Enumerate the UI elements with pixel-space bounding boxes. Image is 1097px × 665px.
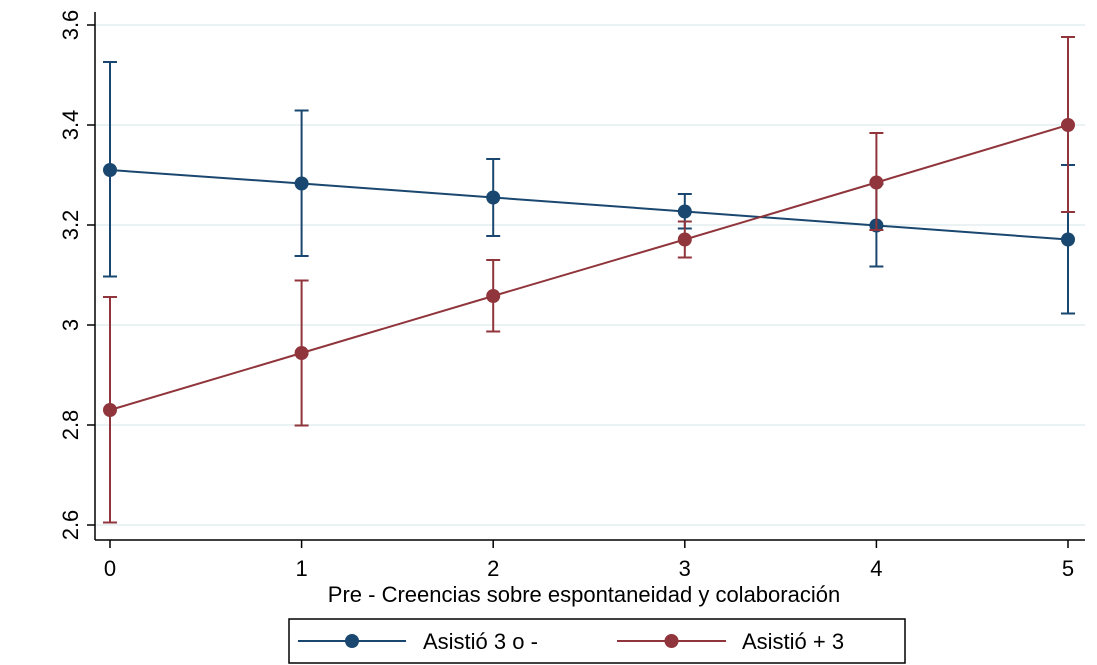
x-tick-label-2: 2: [487, 556, 499, 581]
series-line-0: [109, 169, 1069, 241]
x-tick-label-0: 0: [104, 556, 116, 581]
plot-series: [103, 36, 1075, 524]
legend-item-0: Asistió 3 o -: [298, 629, 538, 654]
series-line-1: [109, 124, 1069, 411]
legend: Asistió 3 o - Asistió + 3: [288, 618, 906, 664]
series-1: [103, 36, 1075, 524]
legend-label-1: Asistió + 3: [742, 629, 844, 654]
legend-swatch-marker-0: [345, 634, 359, 648]
data-point-s0-0: [103, 163, 117, 177]
data-point-s1-2: [486, 289, 501, 303]
axes: 2.6 2.8 3 3.2 3.4 3.6 0 1 2 3 4 5: [58, 10, 1085, 581]
y-tick-label-0: 2.6: [58, 510, 83, 541]
data-point-s1-3: [677, 232, 692, 247]
y-tick-label-4: 3.4: [58, 110, 83, 141]
data-point-s1-0: [103, 403, 117, 417]
y-tick-label-2: 3: [58, 319, 83, 331]
x-tick-label-1: 1: [295, 556, 307, 581]
data-point-s0-3: [677, 204, 692, 219]
data-point-s0-1: [294, 176, 309, 191]
legend-item-1: Asistió + 3: [617, 629, 844, 654]
data-point-s1-5: [1061, 118, 1075, 132]
gridlines: [95, 24, 1085, 526]
data-point-s1-4: [869, 175, 884, 190]
data-point-s0-5: [1061, 232, 1075, 247]
data-point-s1-1: [294, 346, 309, 360]
y-tick-label-1: 2.8: [58, 410, 83, 441]
y-tick-label-3: 3.2: [58, 210, 83, 241]
x-tick-label-3: 3: [679, 556, 691, 581]
x-axis-title: Pre - Creencias sobre espontaneidad y co…: [328, 582, 840, 607]
legend-swatch-marker-1: [664, 634, 679, 648]
x-tick-label-5: 5: [1062, 556, 1074, 581]
y-tick-label-5: 3.6: [58, 10, 83, 41]
data-point-s0-2: [486, 190, 501, 205]
x-tick-label-4: 4: [870, 556, 882, 581]
legend-label-0: Asistió 3 o -: [423, 629, 538, 654]
